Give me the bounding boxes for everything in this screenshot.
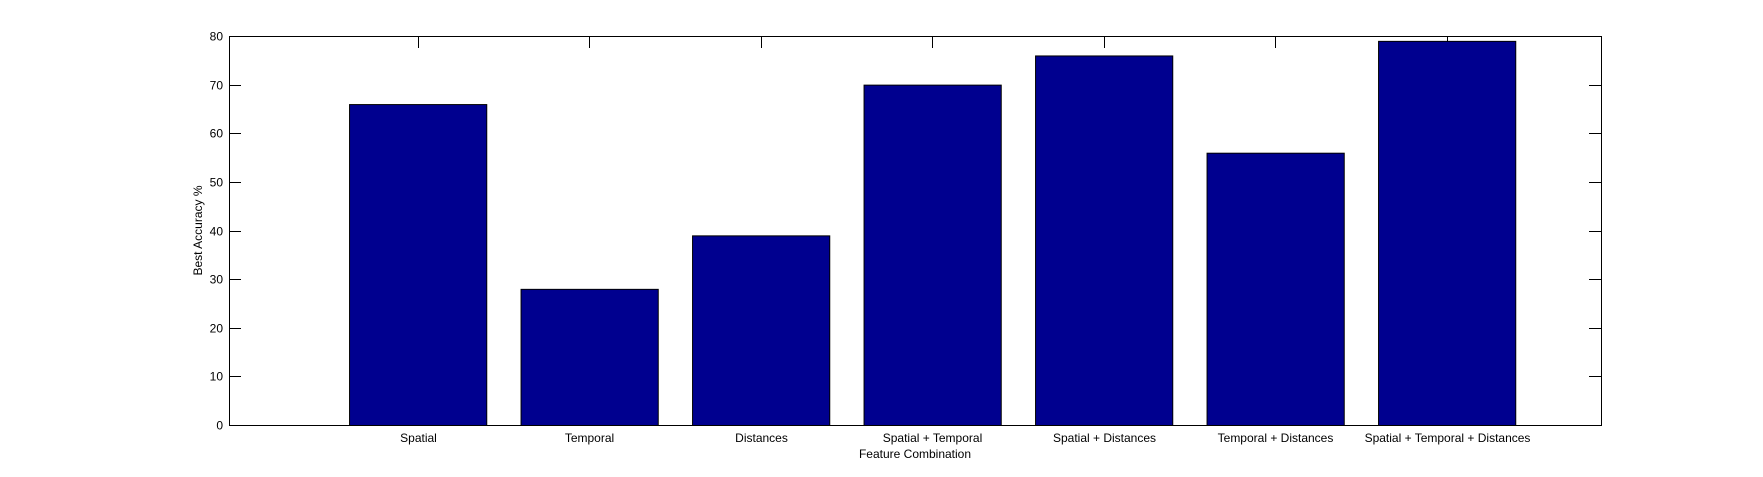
xtick-label: Spatial + Temporal [883, 431, 983, 445]
ytick-label: 10 [210, 370, 224, 384]
bar-3 [692, 235, 831, 426]
ytick-label: 0 [216, 419, 223, 433]
xtick-label: Spatial [400, 431, 437, 445]
ytick-label: 50 [210, 176, 224, 190]
x-axis-label: Feature Combination [859, 447, 971, 461]
ytick-label: 60 [210, 127, 224, 141]
xtick-label: Spatial + Temporal + Distances [1365, 431, 1531, 445]
bar-4 [863, 84, 1002, 426]
bar-1 [349, 104, 488, 426]
ytick-label: 40 [210, 225, 224, 239]
ytick-label: 20 [210, 322, 224, 336]
bar-7 [1378, 40, 1517, 427]
ytick-label: 30 [210, 273, 224, 287]
bar-6 [1206, 152, 1345, 426]
bars [349, 40, 1517, 427]
y-tick-labels: 0 10 20 30 40 50 60 70 80 [210, 30, 224, 433]
axes-frame [229, 36, 1602, 426]
ytick-label: 80 [210, 30, 224, 44]
xtick-label: Spatial + Distances [1053, 431, 1156, 445]
x-tick-labels: Spatial Temporal Distances Spatial + Tempor… [400, 431, 1530, 445]
xtick-label: Temporal + Distances [1218, 431, 1334, 445]
ytick-label: 70 [210, 79, 224, 93]
bar-2 [520, 288, 659, 426]
xtick-label: Temporal [565, 431, 614, 445]
y-axis-label: Best Accuracy % [191, 185, 205, 275]
xtick-label: Distances [735, 431, 788, 445]
bar-5 [1035, 55, 1174, 426]
